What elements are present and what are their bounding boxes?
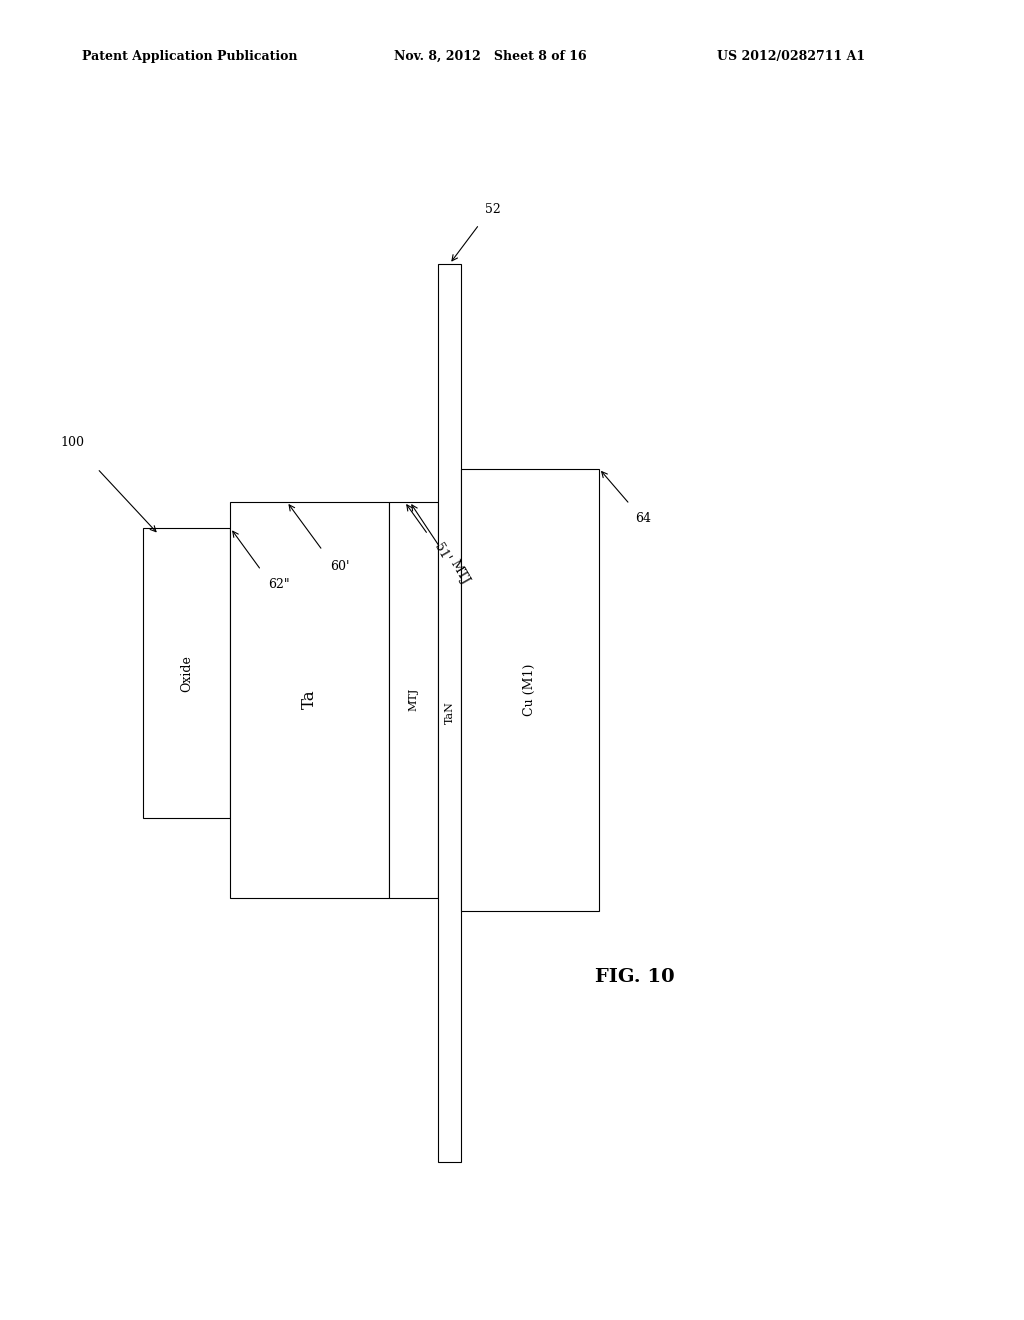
Bar [438, 264, 461, 1162]
Text: 64: 64 [635, 512, 651, 525]
Text: Patent Application Publication: Patent Application Publication [82, 50, 297, 63]
Text: Cu (M1): Cu (M1) [523, 664, 537, 715]
Bar [143, 528, 230, 818]
Text: 60': 60' [330, 560, 349, 573]
Text: 62": 62" [268, 578, 290, 591]
Text: 51': 51' [431, 541, 452, 565]
Text: US 2012/0282711 A1: US 2012/0282711 A1 [717, 50, 865, 63]
Text: Oxide: Oxide [180, 655, 194, 692]
Text: TaN: TaN [444, 701, 455, 725]
Bar [230, 502, 389, 898]
Bar [389, 502, 438, 898]
Text: MTJ: MTJ [409, 688, 419, 711]
Text: 100: 100 [60, 436, 84, 449]
Text: Ta: Ta [301, 690, 318, 709]
Text: 52: 52 [485, 203, 501, 216]
Text: MTJ: MTJ [447, 557, 472, 586]
Text: Nov. 8, 2012   Sheet 8 of 16: Nov. 8, 2012 Sheet 8 of 16 [394, 50, 587, 63]
Bar [461, 469, 599, 911]
Text: FIG. 10: FIG. 10 [595, 968, 675, 986]
